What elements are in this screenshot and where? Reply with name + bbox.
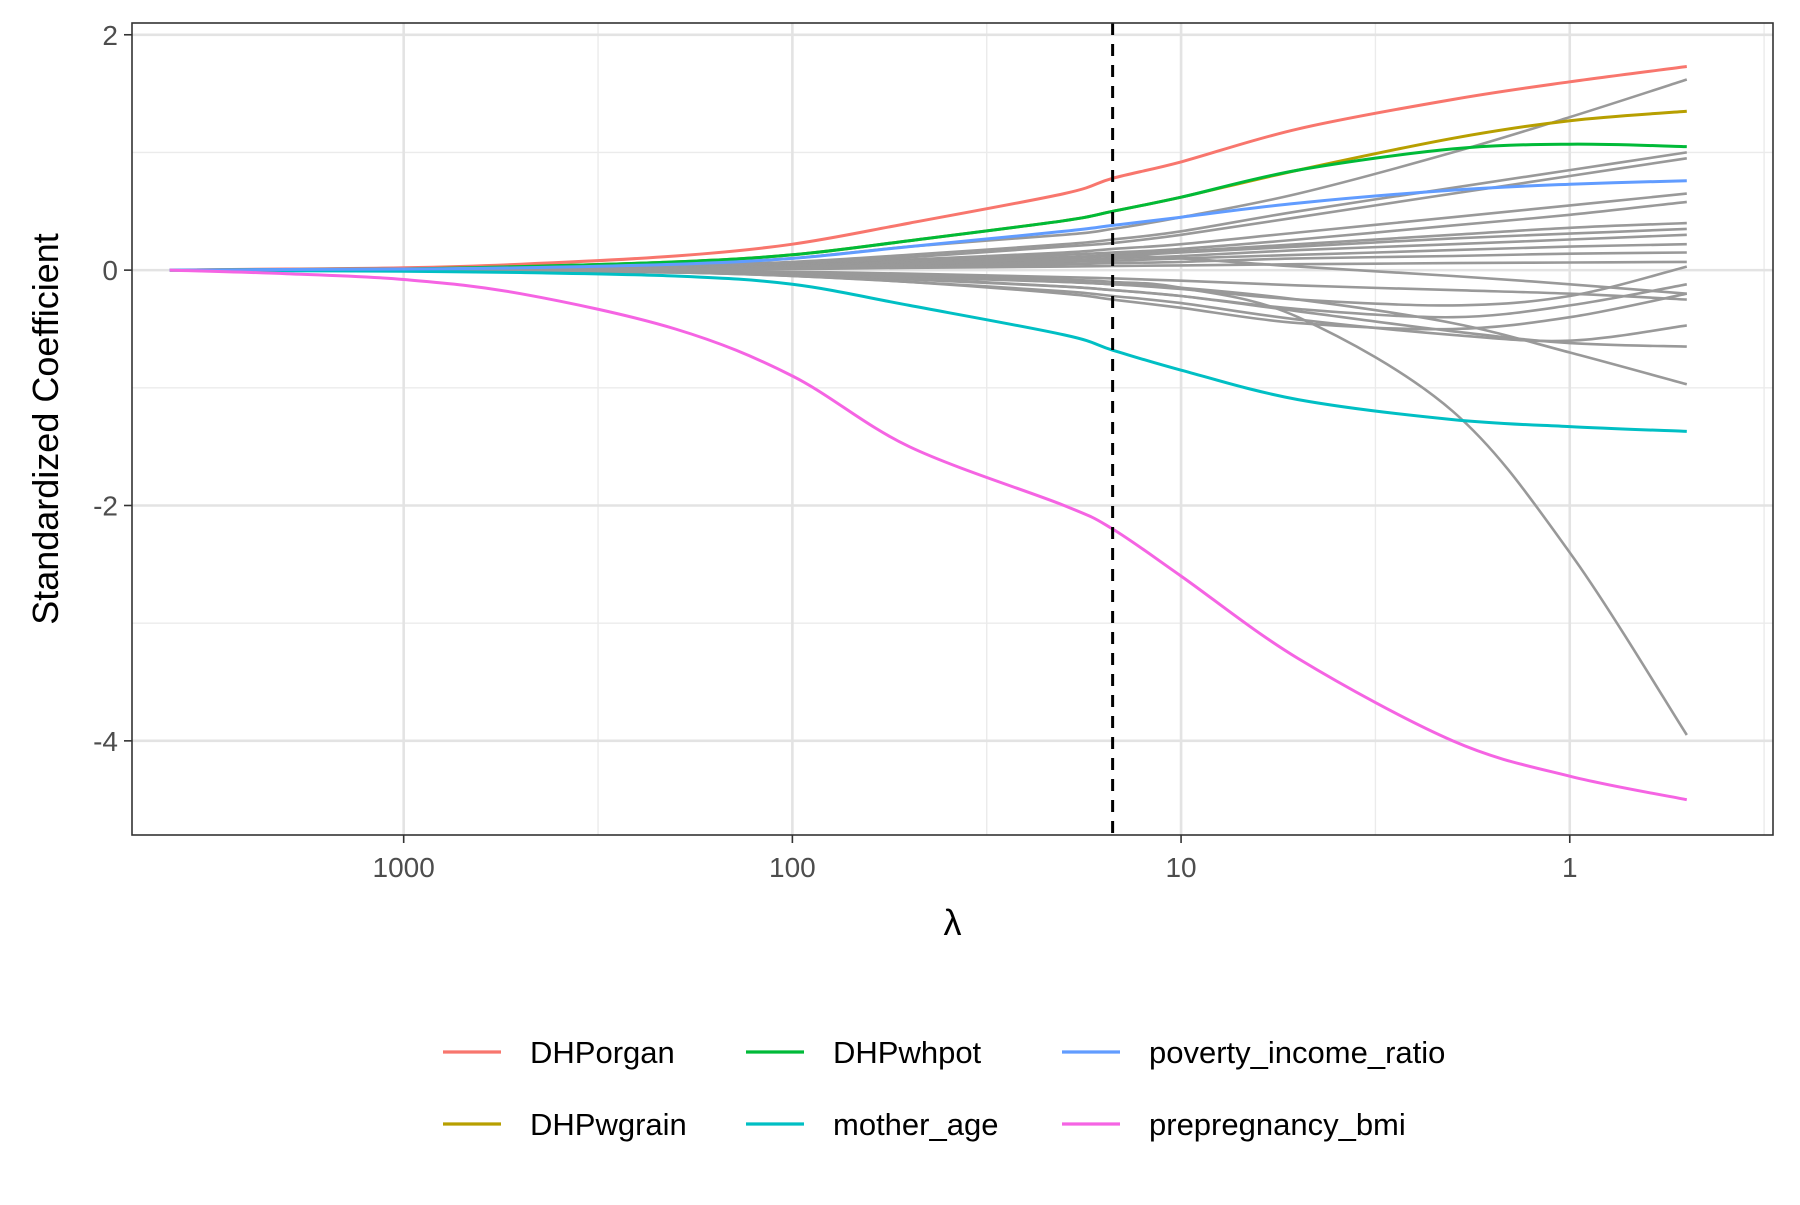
legend-label: DHPwhpot: [833, 1035, 982, 1070]
legend-label: mother_age: [833, 1107, 998, 1142]
legend-item-dhpwhpot: DHPwhpot: [746, 1035, 982, 1070]
grid-layer: [132, 23, 1773, 835]
y-tick-label: -4: [93, 726, 118, 757]
legend: DHPorgan DHPwgrain DHPwhpot mother_age pover…: [443, 1035, 1445, 1142]
x-tick-label: 1: [1562, 852, 1578, 883]
x-axis-title: λ: [944, 902, 962, 943]
legend-label: prepregnancy_bmi: [1149, 1107, 1406, 1142]
legend-item-poverty-income-ratio: poverty_income_ratio: [1062, 1035, 1445, 1070]
series-line-poverty-income-ratio: [169, 179, 1687, 272]
y-tick-label: 2: [102, 20, 118, 51]
y-tick-label: 0: [102, 255, 118, 286]
y-tick-label: -2: [93, 490, 118, 521]
legend-item-prepregnancy-bmi: prepregnancy_bmi: [1062, 1107, 1406, 1142]
series-line-prepregnancy-bmi: [169, 268, 1688, 802]
legend-item-dhporgan: DHPorgan: [443, 1035, 675, 1070]
x-tick-label: 10: [1165, 852, 1196, 883]
plot-panel-border: [131, 22, 1774, 836]
legend-label: poverty_income_ratio: [1149, 1035, 1445, 1070]
legend-label: DHPwgrain: [530, 1107, 687, 1142]
y-axis-title: Standardized Coefficient: [25, 233, 66, 625]
highlighted-coefficient-paths: [169, 65, 1688, 802]
legend-item-mother-age: mother_age: [746, 1107, 998, 1142]
series-line-mother-age: [169, 268, 1687, 433]
x-tick-label: 100: [769, 852, 816, 883]
plot-panel-background: [132, 23, 1773, 835]
legend-label: DHPorgan: [530, 1035, 675, 1070]
x-tick-label: 1000: [373, 852, 435, 883]
legend-item-dhpwgrain: DHPwgrain: [443, 1107, 687, 1142]
axis-layer: 1000 100 10 1 2 0 -2 -4: [93, 20, 1577, 883]
